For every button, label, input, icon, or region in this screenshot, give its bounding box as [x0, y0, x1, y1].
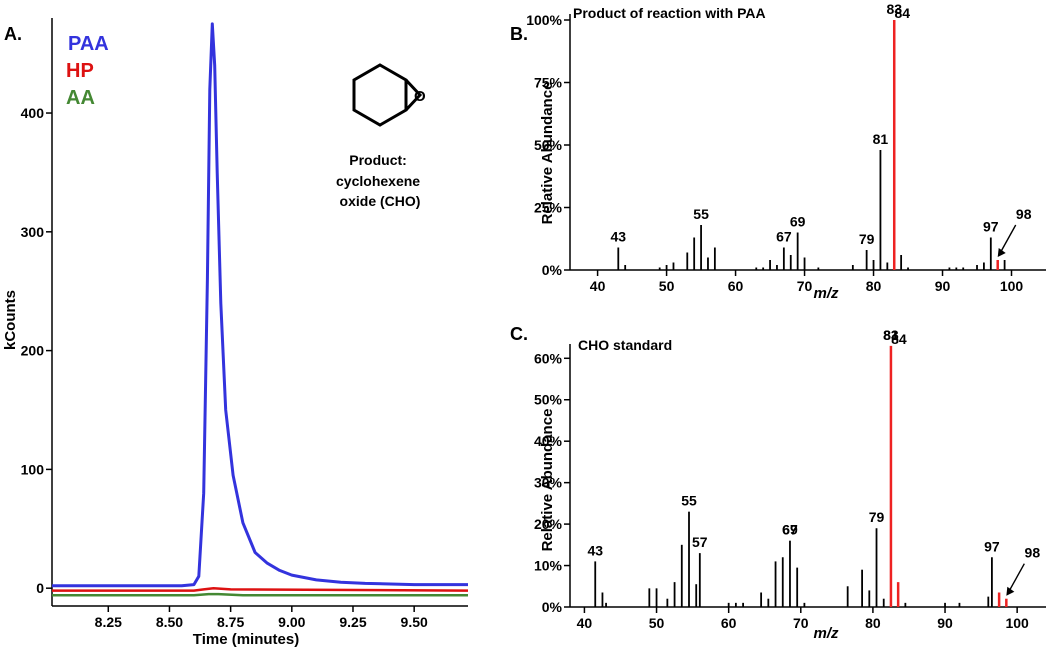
spectrum-b-peak-label-81: 81 [873, 131, 889, 147]
hexagon-ring [352, 63, 408, 127]
spectrum-b-y-tick-label: 0% [542, 262, 563, 278]
spectrum-b-peak-label-69: 69 [790, 214, 806, 230]
spectrum-c-arrow-line [1008, 563, 1025, 592]
spectrum-c-peak-label-57: 57 [692, 534, 708, 550]
chromatogram-y-tick-label: 0 [36, 580, 44, 596]
spectrum-b-peak-label-79: 79 [859, 231, 875, 247]
chromatogram-y-tick-label: 100 [21, 461, 45, 477]
spectrum-c-y-tick-label: 20% [534, 516, 563, 532]
spectrum-c-y-tick-label: 40% [534, 433, 563, 449]
series-line-paa [52, 22, 468, 588]
chromatogram-y-tick-label: 300 [21, 224, 45, 240]
spectrum-c-peak-label-69: 69 [782, 522, 798, 538]
spectrum-b-peak-label-83: 83 [886, 1, 902, 17]
spectrum-b-x-tick-label: 40 [590, 278, 606, 294]
spectrum-c-peak-label-55: 55 [681, 493, 697, 509]
spectrum-b-y-tick-label: 75% [534, 75, 563, 91]
panel-label-a: A. [4, 24, 22, 44]
spectrum-c-y-tick-label: 50% [534, 392, 563, 408]
spectrum-c-y-tick-label: 0% [542, 599, 563, 615]
molecule-caption-line: oxide (CHO) [340, 193, 421, 209]
spectrum-b-peak-label-98: 98 [1016, 206, 1032, 222]
spectrum-b-x-tick-label: 70 [797, 278, 813, 294]
spectrum-c-y-tick-label: 60% [534, 350, 563, 366]
chromatogram-ylabel: kCounts [2, 290, 19, 350]
spectrum-c-peak-label-84: 84 [891, 331, 907, 347]
chromatogram-x-tick-label: 9.00 [278, 614, 305, 630]
spectrum-b-x-tick-label: 90 [935, 278, 951, 294]
ms-spectrum-panel-c: C. 40 50 60 70 80 90 100 0% 10% 20% 30% 40% 50% 60% 43… [510, 324, 1046, 642]
spectrum-c-x-tick-label: 80 [865, 615, 881, 631]
chromatogram-plot: 8.25 8.50 8.75 9.00 9.25 9.50 0 100 200 300 400 [21, 18, 469, 630]
molecule-caption-line: cyclohexene [336, 173, 420, 189]
panel-label-c: C. [510, 324, 528, 344]
spectrum-b-peak-label-43: 43 [611, 229, 627, 245]
spectrum-b-x-tick-label: 100 [1000, 278, 1024, 294]
chromatogram-x-tick-label: 8.50 [156, 614, 183, 630]
spectrum-c-x-tick-label: 90 [937, 615, 953, 631]
chromatogram-panel: A. PAA HP AA 8.25 8.50 8.75 9.00 9.25 9.50 0 100 2… [2, 18, 469, 648]
spectrum-c-y-tick-label: 30% [534, 475, 563, 491]
spectrum-b-x-tick-label: 60 [728, 278, 744, 294]
molecule-caption-line: Product: [349, 152, 407, 168]
spectrum-b-y-tick-label: 25% [534, 200, 563, 216]
spectrum-c-peak-label-79: 79 [869, 509, 885, 525]
spectrum-c-x-tick-label: 70 [793, 615, 809, 631]
chromatogram-x-tick-label: 9.25 [339, 614, 366, 630]
spectrum-b-y-tick-label: 100% [526, 12, 562, 28]
chromatogram-y-tick-label: 200 [21, 343, 45, 359]
panel-label-b: B. [510, 24, 528, 44]
spectrum-c-peak-label-43: 43 [587, 542, 603, 558]
spectrum-b-ylabel: Relative Abundance [539, 82, 556, 225]
spectrum-c-x-tick-label: 50 [649, 615, 665, 631]
spectrum-c-arrow-head [1006, 586, 1015, 596]
series-line-aa [52, 592, 468, 597]
ms-spectrum-panel-b: B. 40 50 60 70 80 90 100 0% 25% 50% 75% 100% 43 55 676… [510, 1, 1046, 302]
spectrum-c-peak-label-98: 98 [1025, 545, 1041, 561]
spectrum-b-title: Product of reaction with PAA [573, 5, 766, 21]
spectrum-c-peak-label-97: 97 [984, 538, 1000, 554]
spectrum-c-x-tick-label: 60 [721, 615, 737, 631]
spectrum-b-peak-label-84: 84 [894, 5, 910, 21]
ms-spectrum-plot-c: 40 50 60 70 80 90 100 0% 10% 20% 30% 40% 50% 60% 43 55 5… [534, 327, 1046, 631]
chromatogram-x-tick-label: 9.50 [401, 614, 428, 630]
spectrum-c-peak-label-67: 67 [782, 522, 798, 538]
spectrum-b-peak-label-67: 67 [776, 229, 792, 245]
spectrum-c-ylabel: Relative Abundance [539, 409, 556, 552]
legend-entry-paa: PAA [68, 33, 109, 55]
legend-entry-hp: HP [66, 60, 94, 82]
cyclohexene-oxide-structure: O [352, 63, 426, 127]
spectrum-b-x-tick-label: 80 [866, 278, 882, 294]
legend-entry-aa: AA [66, 87, 95, 109]
spectrum-c-title: CHO standard [578, 337, 672, 353]
spectrum-b-arrow-line [1000, 224, 1017, 253]
spectrum-c-peak-label-83: 83 [883, 327, 899, 343]
spectrum-c-y-tick-label: 10% [534, 558, 563, 574]
spectrum-b-peak-label-55: 55 [693, 206, 709, 222]
spectrum-b-arrow-head [997, 248, 1006, 257]
chromatogram-x-tick-label: 8.25 [95, 614, 122, 630]
spectrum-c-xlabel: m/z [813, 625, 839, 642]
chromatogram-y-tick-label: 400 [21, 105, 45, 121]
spectrum-b-xlabel: m/z [813, 285, 839, 302]
epoxide-bonds [404, 78, 423, 112]
chromatogram-xlabel: Time (minutes) [193, 631, 299, 648]
spectrum-c-x-tick-label: 40 [577, 615, 593, 631]
spectrum-b-x-tick-label: 50 [659, 278, 675, 294]
spectrum-c-x-tick-label: 100 [1005, 615, 1029, 631]
oxygen-atom: O [414, 88, 426, 105]
chromatogram-legend: PAA HP AA [66, 33, 109, 109]
series-line-hp [52, 586, 469, 592]
spectrum-b-y-tick-label: 50% [534, 137, 563, 153]
spectrum-c-peak-label-81: 81 [883, 327, 899, 343]
spectrum-b-peak-label-97: 97 [983, 219, 999, 235]
molecule-caption: Product: cyclohexene oxide (CHO) [336, 152, 424, 209]
chromatogram-x-tick-label: 8.75 [217, 614, 244, 630]
